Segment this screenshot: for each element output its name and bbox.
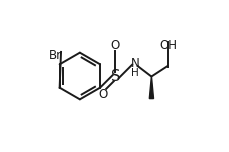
Text: H: H bbox=[131, 68, 139, 78]
Text: N: N bbox=[131, 57, 139, 70]
Text: O: O bbox=[111, 39, 120, 52]
Text: S: S bbox=[111, 69, 120, 84]
Polygon shape bbox=[149, 76, 153, 99]
Text: OH: OH bbox=[159, 39, 177, 52]
Text: Br: Br bbox=[49, 49, 62, 62]
Text: O: O bbox=[98, 88, 108, 101]
